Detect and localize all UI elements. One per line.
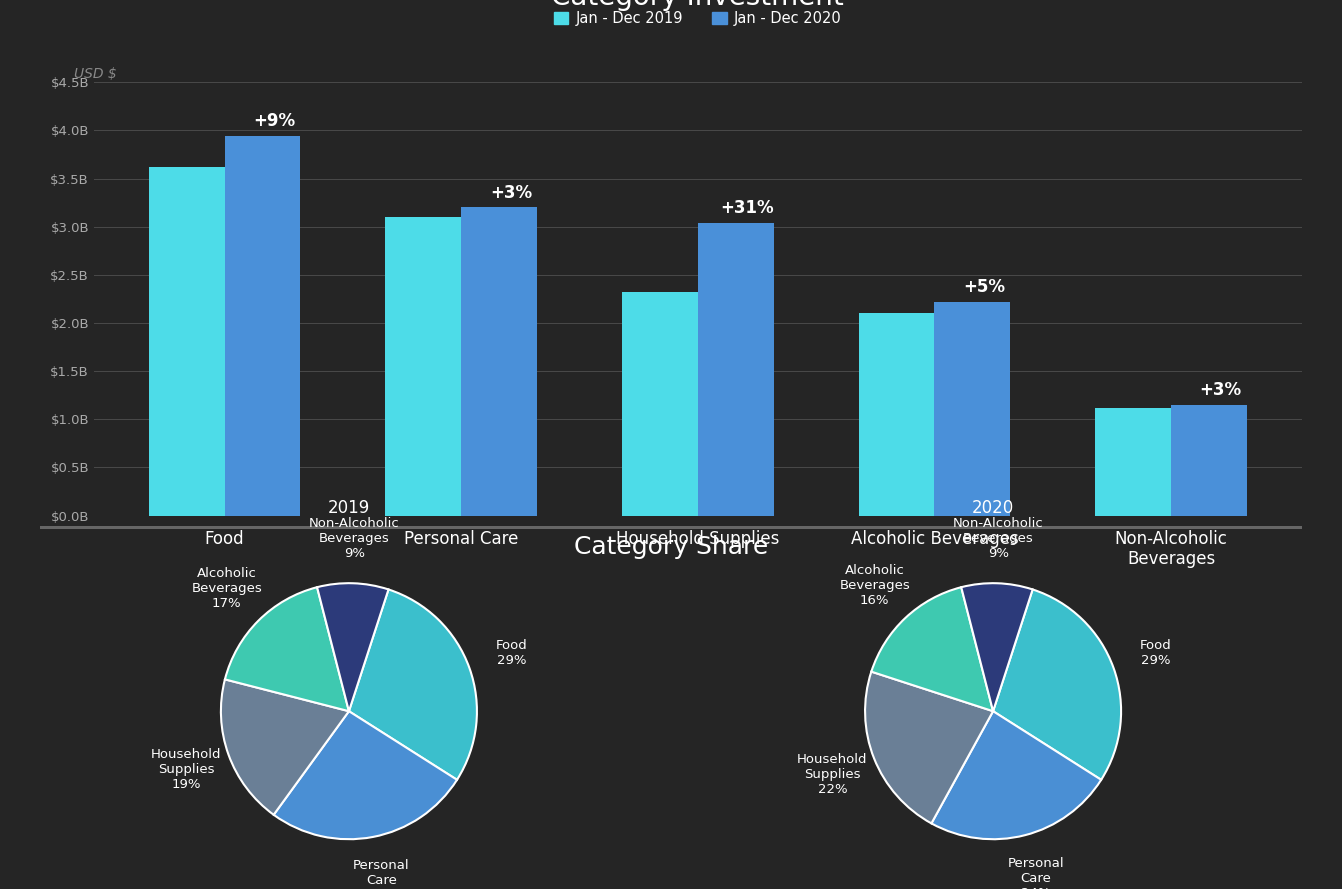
Text: Food
29%: Food 29% bbox=[1139, 638, 1172, 667]
Text: Category Share: Category Share bbox=[574, 535, 768, 559]
Wedge shape bbox=[931, 711, 1102, 839]
Bar bbox=[462, 207, 537, 516]
Text: Non-Alcoholic
Beverages
9%: Non-Alcoholic Beverages 9% bbox=[953, 517, 1044, 560]
Legend: Jan - Dec 2019, Jan - Dec 2020: Jan - Dec 2019, Jan - Dec 2020 bbox=[548, 5, 848, 32]
Text: Household
Supplies
19%: Household Supplies 19% bbox=[152, 749, 221, 791]
Wedge shape bbox=[871, 588, 993, 711]
Text: +9%: +9% bbox=[254, 112, 295, 131]
Wedge shape bbox=[221, 679, 349, 814]
Wedge shape bbox=[993, 589, 1121, 780]
Wedge shape bbox=[961, 583, 1032, 711]
Text: Alcoholic
Beverages
16%: Alcoholic Beverages 16% bbox=[839, 564, 910, 606]
Text: USD $: USD $ bbox=[74, 67, 117, 81]
Wedge shape bbox=[317, 583, 388, 711]
Text: Household
Supplies
22%: Household Supplies 22% bbox=[797, 753, 868, 797]
Bar bbox=[623, 292, 698, 516]
Title: 2019: 2019 bbox=[327, 499, 370, 517]
Title: Category Investment: Category Investment bbox=[552, 0, 844, 11]
Bar bbox=[385, 217, 462, 516]
Text: Food
29%: Food 29% bbox=[495, 638, 527, 667]
Text: +3%: +3% bbox=[490, 184, 531, 202]
Bar bbox=[934, 301, 1011, 516]
Text: +5%: +5% bbox=[964, 278, 1005, 296]
Wedge shape bbox=[225, 588, 349, 711]
Text: Personal
Care
26%: Personal Care 26% bbox=[353, 860, 409, 889]
Text: Personal
Care
24%: Personal Care 24% bbox=[1008, 857, 1064, 889]
Bar bbox=[1095, 408, 1172, 516]
Bar bbox=[698, 223, 773, 516]
Text: Non-Alcoholic
Beverages
9%: Non-Alcoholic Beverages 9% bbox=[309, 517, 400, 560]
Text: Alcoholic
Beverages
17%: Alcoholic Beverages 17% bbox=[192, 567, 262, 611]
Bar bbox=[224, 136, 301, 516]
Wedge shape bbox=[274, 711, 458, 839]
Wedge shape bbox=[866, 672, 993, 823]
Text: +31%: +31% bbox=[721, 199, 774, 217]
Wedge shape bbox=[349, 589, 476, 780]
Text: +3%: +3% bbox=[1200, 381, 1241, 399]
Title: 2020: 2020 bbox=[972, 499, 1015, 517]
Bar bbox=[1172, 404, 1247, 516]
Bar bbox=[859, 313, 934, 516]
Bar bbox=[149, 167, 224, 516]
